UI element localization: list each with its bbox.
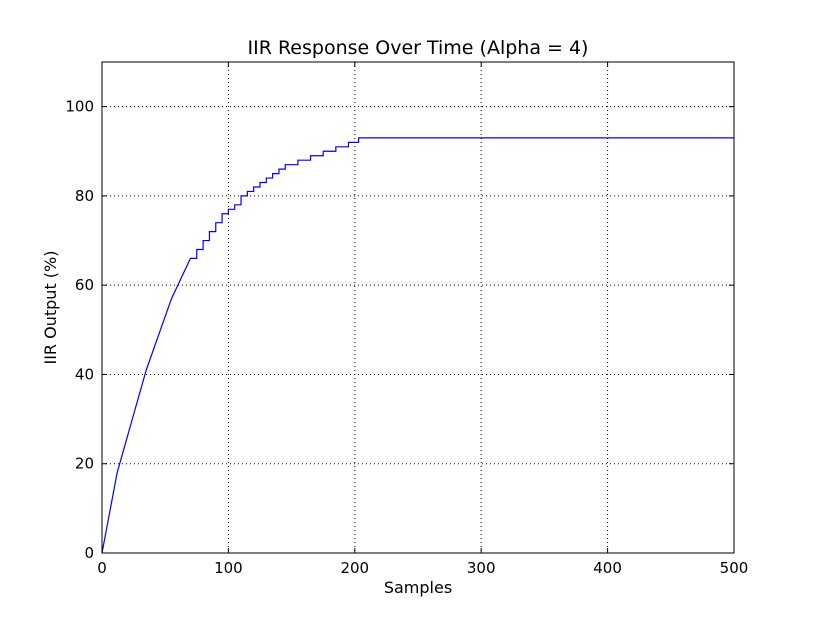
y-tick-label: 80 <box>75 187 94 205</box>
x-tick-label: 300 <box>467 559 496 577</box>
ticks: 0 100 200 300 400 500 0 20 40 60 80 100 <box>65 62 748 577</box>
y-tick-label: 60 <box>75 276 94 294</box>
x-axis-title: Samples <box>384 578 452 597</box>
plot-frame <box>101 61 735 554</box>
y-tick-label: 100 <box>65 98 94 116</box>
x-tick-label: 400 <box>593 559 622 577</box>
y-tick-label: 20 <box>75 455 94 473</box>
x-tick-label: 0 <box>97 559 107 577</box>
x-tick-label: 500 <box>720 559 749 577</box>
x-tick-label: 100 <box>214 559 243 577</box>
y-tick-label: 0 <box>84 544 94 562</box>
series-layer <box>101 137 734 554</box>
y-tick-label: 40 <box>75 365 94 383</box>
series-line <box>101 137 734 554</box>
y-axis-title: IIR Output (%) <box>41 251 60 365</box>
x-tick-label: 200 <box>340 559 369 577</box>
chart-title: IIR Response Over Time (Alpha = 4) <box>248 37 589 59</box>
